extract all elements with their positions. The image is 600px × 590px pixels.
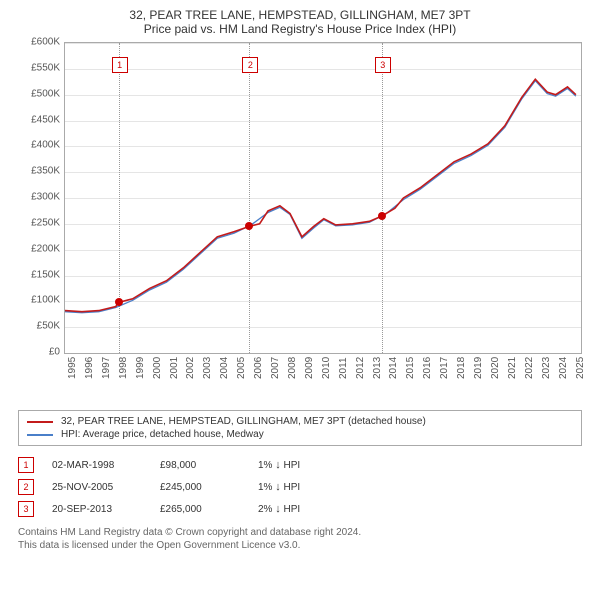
x-axis-label: 2000 [152,357,163,379]
legend-item: HPI: Average price, detached house, Medw… [27,428,573,441]
y-axis-label: £300K [20,192,60,203]
x-axis-label: 2016 [422,357,433,379]
legend-label: 32, PEAR TREE LANE, HEMPSTEAD, GILLINGHA… [61,416,426,427]
legend-swatch [27,421,53,423]
page-subtitle: Price paid vs. HM Land Registry's House … [10,22,590,36]
y-axis-label: £50K [20,321,60,332]
x-axis-label: 1999 [135,357,146,379]
x-axis-label: 2002 [185,357,196,379]
y-axis-label: £550K [20,62,60,73]
series-hpi [65,81,576,313]
x-axis-label: 2007 [270,357,281,379]
legend-swatch [27,434,53,436]
y-axis-label: £0 [20,347,60,358]
attribution: Contains HM Land Registry data © Crown c… [18,526,582,552]
gridline [65,353,581,354]
arrow-down-icon: ↓ [275,481,281,493]
x-axis-label: 2017 [439,357,450,379]
sale-hpi-diff: 2% ↓ HPI [258,503,338,515]
x-axis-label: 2020 [490,357,501,379]
sale-marker-ref: 3 [18,501,34,517]
sale-row: 3 20-SEP-2013 £265,000 2% ↓ HPI [18,498,582,520]
x-axis-label: 2010 [321,357,332,379]
x-axis-label: 2013 [372,357,383,379]
x-axis-label: 2011 [338,357,349,379]
sale-row: 1 02-MAR-1998 £98,000 1% ↓ HPI [18,454,582,476]
x-axis-label: 2008 [287,357,298,379]
y-axis-label: £250K [20,217,60,228]
x-axis-label: 2023 [541,357,552,379]
legend-label: HPI: Average price, detached house, Medw… [61,429,264,440]
sale-date: 25-NOV-2005 [52,482,142,493]
x-axis-label: 1997 [101,357,112,379]
sale-hpi-diff: 1% ↓ HPI [258,481,338,493]
arrow-down-icon: ↓ [275,459,281,471]
x-axis-label: 2014 [388,357,399,379]
y-axis-label: £100K [20,295,60,306]
arrow-down-icon: ↓ [275,503,281,515]
x-axis-label: 1998 [118,357,129,379]
x-axis-label: 2004 [219,357,230,379]
x-axis-label: 2024 [558,357,569,379]
x-axis-label: 2005 [236,357,247,379]
y-axis-label: £450K [20,114,60,125]
x-axis-label: 2025 [575,357,586,379]
x-axis-label: 1995 [67,357,78,379]
x-axis-label: 2015 [405,357,416,379]
legend-item: 32, PEAR TREE LANE, HEMPSTEAD, GILLINGHA… [27,415,573,428]
y-axis-label: £600K [20,37,60,48]
page-title: 32, PEAR TREE LANE, HEMPSTEAD, GILLINGHA… [10,8,590,22]
x-axis-label: 2006 [253,357,264,379]
chart-legend: 32, PEAR TREE LANE, HEMPSTEAD, GILLINGHA… [18,410,582,446]
chart-series [65,43,581,353]
sale-price: £265,000 [160,504,240,515]
y-axis-label: £350K [20,166,60,177]
sale-marker-box: 3 [375,57,391,73]
sales-table: 1 02-MAR-1998 £98,000 1% ↓ HPI 2 25-NOV-2005 £… [18,454,582,520]
attribution-line: This data is licensed under the Open Gov… [18,539,582,552]
sale-price: £245,000 [160,482,240,493]
y-axis-label: £500K [20,88,60,99]
x-axis-label: 2012 [355,357,366,379]
sale-marker-ref: 2 [18,479,34,495]
sale-date: 02-MAR-1998 [52,460,142,471]
x-axis-label: 2018 [456,357,467,379]
sale-marker-box: 1 [112,57,128,73]
sale-hpi-diff: 1% ↓ HPI [258,459,338,471]
y-axis-label: £200K [20,243,60,254]
x-axis-label: 2021 [507,357,518,379]
sale-marker-dot [245,222,253,230]
sale-row: 2 25-NOV-2005 £245,000 1% ↓ HPI [18,476,582,498]
y-axis-label: £150K [20,269,60,280]
sale-marker-dot [378,212,386,220]
x-axis-label: 1996 [84,357,95,379]
y-axis-label: £400K [20,140,60,151]
sale-price: £98,000 [160,460,240,471]
sale-marker-ref: 1 [18,457,34,473]
x-axis-label: 2009 [304,357,315,379]
price-chart: 1 2 3 £0 £50K £100K £150K £200K £250K £300K £350K… [20,42,580,402]
x-axis-label: 2003 [202,357,213,379]
sale-date: 20-SEP-2013 [52,504,142,515]
sale-marker-dot [115,298,123,306]
x-axis-label: 2001 [169,357,180,379]
series-property [65,79,576,312]
attribution-line: Contains HM Land Registry data © Crown c… [18,526,582,539]
sale-marker-box: 2 [242,57,258,73]
x-axis-label: 2019 [473,357,484,379]
x-axis-label: 2022 [524,357,535,379]
